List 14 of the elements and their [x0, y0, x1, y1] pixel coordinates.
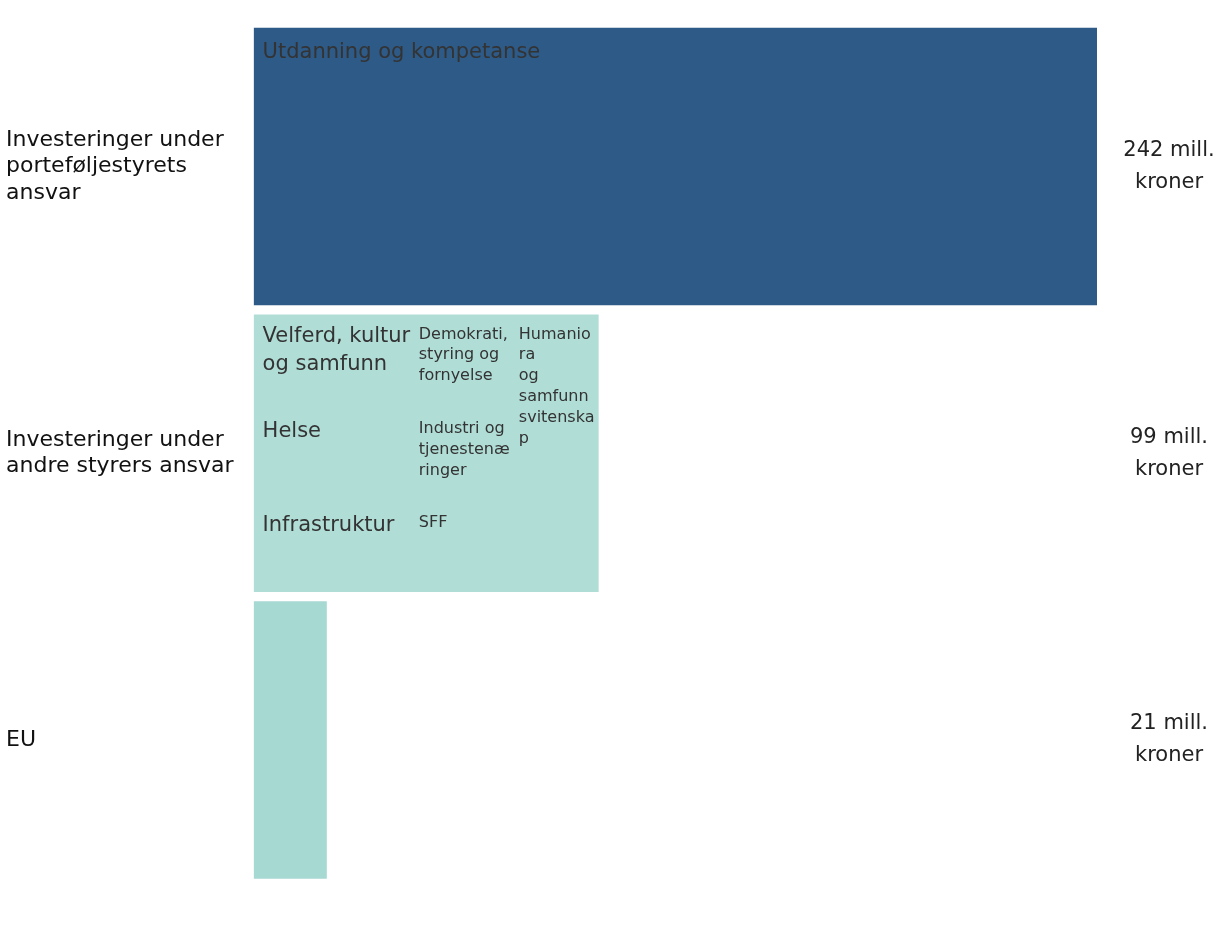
annotation: Velferd, kultur og samfunn: [262, 323, 411, 375]
y-tick-label: Investeringer under porteføljestyrets ansvar: [6, 125, 225, 204]
annotation: Helse: [262, 417, 322, 442]
annotation: Humaniora og samfunnsvitenskap: [518, 323, 595, 447]
annotation: Industri og tjenestenæringer: [418, 418, 510, 479]
data-label: 21 mill. kroner: [1129, 710, 1209, 767]
data-label: 242 mill. kroner: [1123, 137, 1214, 194]
y-tick-label: Investeringer under andre styrers ansvar: [6, 425, 235, 478]
annotation: Utdanning og kompetanse: [262, 38, 541, 63]
annotation: Demokrati, styring og fornyelse: [418, 323, 508, 385]
data-label: 99 mill. kroner: [1129, 423, 1209, 480]
annotation: Infrastruktur: [262, 512, 395, 537]
y-tick-label: EU: [6, 725, 37, 751]
annotation: SFF: [418, 512, 448, 532]
